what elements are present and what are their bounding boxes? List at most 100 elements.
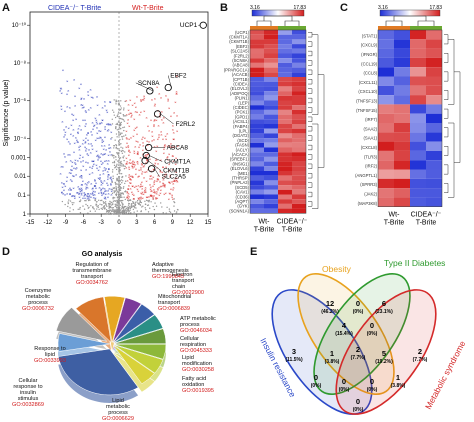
data-point [98, 208, 100, 211]
data-point [112, 197, 114, 200]
heatmap-cell [292, 48, 306, 54]
heatmap-cell [250, 185, 264, 190]
data-point: × [107, 195, 110, 200]
data-point: × [80, 96, 83, 101]
data-point: × [90, 105, 93, 110]
data-point [144, 203, 147, 205]
data-point: × [104, 99, 107, 104]
data-point [98, 199, 100, 201]
data-point [119, 164, 122, 166]
pie-go-id: GO:1990845 [152, 274, 184, 280]
pie-label: process [108, 410, 128, 416]
data-point: × [156, 176, 159, 181]
data-point: × [82, 117, 85, 122]
data-point: × [141, 186, 144, 191]
row-label: (FABP4) [233, 124, 249, 129]
data-point: × [72, 112, 75, 117]
data-point [120, 150, 123, 153]
heatmap-cell [394, 188, 410, 198]
data-point: × [168, 106, 171, 111]
venn-region-count: 0 [342, 377, 346, 386]
row-label: (CXCL11) [359, 80, 378, 85]
data-point: × [146, 157, 149, 162]
pie-go-id: GO:0006732 [22, 306, 54, 312]
pie-label: transport [81, 274, 104, 280]
data-point [118, 104, 120, 106]
data-point: × [84, 144, 87, 149]
data-point [116, 209, 118, 212]
data-point: × [68, 139, 71, 144]
data-point [116, 173, 119, 176]
data-point: × [140, 109, 143, 114]
data-point [160, 202, 162, 204]
data-point: × [173, 179, 176, 184]
data-point: × [125, 135, 128, 140]
pie-label: Coenzyme [25, 288, 52, 294]
data-point [117, 100, 120, 102]
pie-go-id: GO:0030258 [182, 367, 214, 373]
data-point: × [101, 105, 104, 110]
data-point: × [158, 132, 161, 137]
data-point: × [153, 144, 156, 149]
data-point: × [99, 154, 102, 159]
data-point [120, 143, 122, 145]
data-point [85, 200, 87, 202]
data-point: × [60, 103, 63, 108]
data-point: × [71, 178, 74, 183]
heatmap-cell [292, 128, 306, 134]
heatmap-cell [264, 142, 278, 148]
data-point [117, 211, 120, 213]
row-label: (ACACA) [232, 152, 250, 157]
data-point: × [80, 81, 83, 86]
data-point: × [169, 173, 172, 178]
data-point: × [87, 141, 90, 146]
set-label-t2d: Type II Diabetes [384, 258, 445, 268]
data-point [136, 201, 138, 203]
heatmap-cell [292, 34, 306, 40]
data-point [124, 182, 126, 185]
data-point: × [110, 181, 113, 186]
row-label: (CCL8) [364, 71, 378, 76]
colorbar-min: 3.16 [378, 5, 388, 11]
data-point: × [139, 184, 142, 189]
data-point: × [63, 187, 66, 192]
column-group-strip [250, 26, 264, 30]
data-point: × [104, 188, 107, 193]
data-point [122, 192, 124, 194]
venn-region-pct: (0%) [367, 387, 378, 393]
venn-region-count: 1 [396, 373, 400, 382]
data-point: × [125, 156, 128, 161]
panel-b: B 3.16 17.83 (UCP1) (CKMT1A) (CKMT1B) (EBF2)(… [218, 0, 336, 238]
row-label: (TNFSF15) [356, 108, 378, 113]
data-point [125, 115, 127, 117]
data-point: × [166, 144, 169, 149]
venn-region-pct: (15.4%) [335, 331, 353, 337]
data-point: × [107, 121, 110, 126]
data-point: × [135, 172, 138, 177]
data-point [173, 210, 176, 212]
heatmap-cell [264, 133, 278, 139]
data-point: × [86, 193, 89, 198]
data-point: × [110, 187, 113, 192]
data-point [116, 196, 119, 198]
data-point: × [158, 185, 161, 190]
annotation-line [149, 155, 163, 162]
data-point: × [137, 161, 140, 166]
data-point [116, 212, 119, 215]
data-point: × [160, 187, 163, 192]
data-point: × [167, 157, 170, 162]
row-label: (CKMT1B) [229, 39, 249, 44]
data-point [145, 199, 148, 202]
data-point [148, 201, 150, 203]
data-point: × [174, 161, 177, 166]
data-point: × [97, 175, 100, 180]
data-point [112, 200, 115, 202]
data-point: × [97, 155, 100, 160]
data-point: × [65, 124, 68, 129]
data-point: × [157, 161, 160, 166]
data-point: × [140, 182, 143, 187]
heatmap-cell [278, 208, 292, 214]
data-point: × [80, 173, 83, 178]
data-point: × [144, 188, 147, 193]
